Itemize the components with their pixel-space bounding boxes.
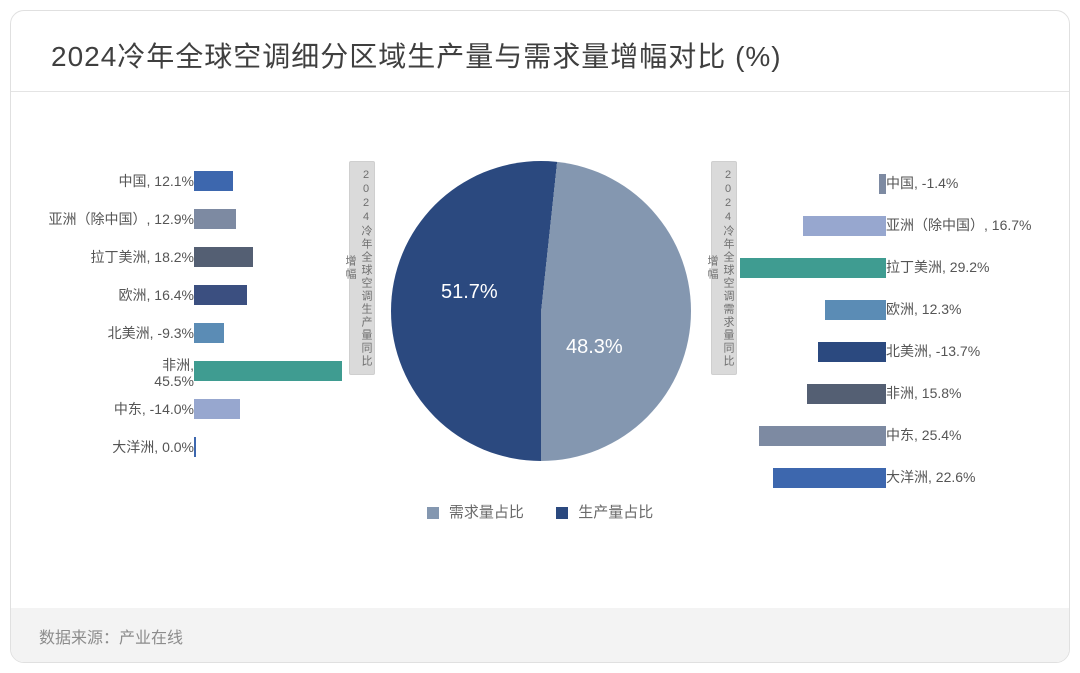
bar-rect	[879, 174, 886, 194]
bar-row: 欧洲, 16.4%	[29, 285, 349, 323]
bar-label: 欧洲, 16.4%	[119, 287, 194, 303]
bar-rect	[740, 258, 886, 278]
bar-rect	[194, 437, 196, 457]
bar-label: 中东, -14.0%	[114, 401, 194, 417]
bar-row: 非洲, 15.8%	[731, 381, 1051, 423]
bar-label: 中东, 25.4%	[886, 427, 961, 443]
bar-row: 中国, 12.1%	[29, 171, 349, 209]
bar-label: 拉丁美洲, 29.2%	[886, 259, 989, 275]
bar-rect	[194, 171, 233, 191]
bar-rect	[803, 216, 887, 236]
bar-label: 欧洲, 12.3%	[886, 301, 961, 317]
pie-body	[391, 161, 691, 461]
bar-row: 非洲,45.5%	[29, 361, 349, 399]
bar-rect	[194, 209, 236, 229]
bar-row: 中东, -14.0%	[29, 399, 349, 437]
bar-label: 非洲, 15.8%	[886, 385, 961, 401]
bar-rect	[759, 426, 886, 446]
legend-item-demand: 需求量占比	[427, 501, 524, 522]
bar-label: 中国, -1.4%	[886, 175, 958, 191]
bar-label: 中国, 12.1%	[119, 173, 194, 189]
bar-label: 北美洲, -9.3%	[108, 325, 194, 341]
title-divider	[11, 91, 1069, 92]
bar-label: 非洲,45.5%	[154, 357, 194, 389]
bar-rect	[194, 399, 240, 419]
legend-item-production: 生产量占比	[556, 501, 653, 522]
legend-swatch-production	[556, 507, 568, 519]
right-bar-chart: 中国, -1.4% 亚洲（除中国）, 16.7% 拉丁美洲, 29.2% 欧洲, 12…	[731, 171, 1051, 507]
bar-row: 亚洲（除中国）, 16.7%	[731, 213, 1051, 255]
bar-rect	[194, 361, 342, 381]
bar-row: 中国, -1.4%	[731, 171, 1051, 213]
bar-label: 拉丁美洲, 18.2%	[91, 249, 194, 265]
bar-row: 北美洲, -13.7%	[731, 339, 1051, 381]
bar-label: 亚洲（除中国）, 16.7%	[886, 217, 1031, 233]
legend-label-demand: 需求量占比	[449, 504, 524, 521]
bar-row: 中东, 25.4%	[731, 423, 1051, 465]
bar-label: 北美洲, -13.7%	[886, 343, 980, 359]
legend: 需求量占比 生产量占比	[11, 501, 1069, 522]
bar-rect	[194, 323, 224, 343]
bar-rect	[818, 342, 887, 362]
source-bar: 数据来源：产业在线	[11, 608, 1069, 662]
bar-rect	[807, 384, 886, 404]
pie-slice-label-production: 51.7%	[441, 281, 498, 304]
bar-row: 欧洲, 12.3%	[731, 297, 1051, 339]
bar-row: 北美洲, -9.3%	[29, 323, 349, 361]
bar-rect	[194, 247, 253, 267]
bar-rect	[194, 285, 247, 305]
legend-label-production: 生产量占比	[578, 504, 653, 521]
bar-rect	[773, 468, 886, 488]
pie-slice-label-demand: 48.3%	[566, 336, 623, 359]
bar-row: 拉丁美洲, 29.2%	[731, 255, 1051, 297]
chart-card: 2024冷年全球空调细分区域生产量与需求量增幅对比 (%) 中国, 12.1% 亚…	[10, 10, 1070, 663]
bar-label: 亚洲（除中国）, 12.9%	[49, 211, 194, 227]
bar-row: 大洋洲, 0.0%	[29, 437, 349, 475]
source-text: 数据来源：产业在线	[39, 630, 183, 647]
chart-title: 2024冷年全球空调细分区域生产量与需求量增幅对比 (%)	[51, 35, 782, 75]
bar-row: 亚洲（除中国）, 12.9%	[29, 209, 349, 247]
left-banner: 2024冷年全球空调生产量同比增幅	[349, 161, 375, 375]
bar-row: 拉丁美洲, 18.2%	[29, 247, 349, 285]
bar-label: 大洋洲, 22.6%	[886, 469, 975, 485]
pie-chart: 51.7% 48.3%	[391, 161, 691, 461]
legend-swatch-demand	[427, 507, 439, 519]
bar-label: 大洋洲, 0.0%	[112, 439, 194, 455]
bar-rect	[825, 300, 887, 320]
left-bar-chart: 中国, 12.1% 亚洲（除中国）, 12.9% 拉丁美洲, 18.2% 欧洲, 16…	[29, 171, 349, 475]
